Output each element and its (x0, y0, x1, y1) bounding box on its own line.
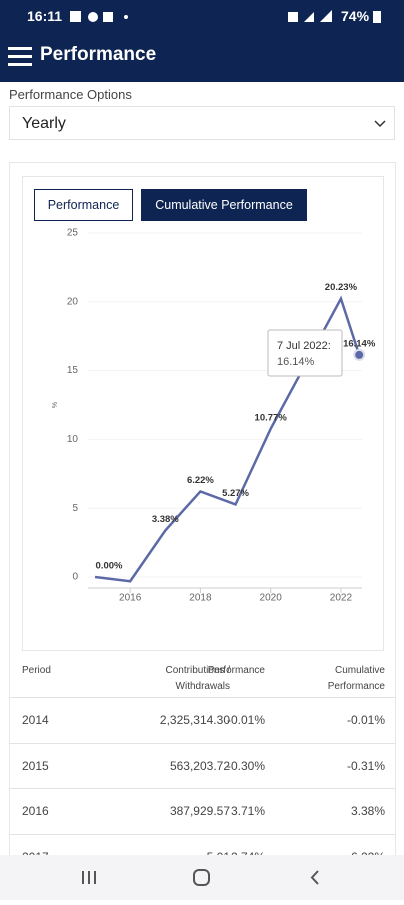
battery-icon (373, 11, 381, 23)
chevron (374, 120, 386, 128)
status-battery: 74% (341, 8, 370, 24)
data-label: 5.27% (222, 488, 249, 499)
page-title: Performance (40, 44, 157, 65)
table-cell: 563,203.72 (169, 758, 230, 773)
table-header: Performance (207, 665, 265, 676)
table-cell: 2016 (22, 804, 49, 818)
tooltip-date: 7 Jul 2022: (277, 340, 331, 352)
home-button[interactable] (193, 869, 210, 886)
y-tick-label: 5 (72, 503, 78, 514)
table-cell: 387,929.57 (169, 804, 230, 818)
row-divider (9, 788, 396, 789)
table-cell: 2015 (22, 758, 49, 773)
table-header: Cumulative Performance (327, 665, 385, 692)
recent-button[interactable] (82, 871, 96, 884)
tooltip-value: 16.14% (277, 356, 315, 368)
select-value: Yearly (22, 115, 66, 132)
table-cell: 2,325,314.30 (159, 713, 230, 727)
data-label: 10.77% (255, 412, 288, 423)
options-label: Performance Options (9, 87, 132, 102)
tab[interactable]: Performance (34, 189, 133, 221)
table-header: Period (22, 665, 51, 676)
data-label: 0.00% (96, 561, 123, 572)
row-divider (9, 742, 396, 744)
x-tick-label: 2018 (189, 593, 212, 604)
y-tick-label: 25 (67, 228, 79, 239)
y-tick-label: 15 (67, 365, 79, 376)
menu-button[interactable] (8, 45, 32, 67)
table-cell: 3.38% (350, 804, 385, 818)
y-axis-label: % (52, 402, 59, 408)
table-cell: 2014 (22, 713, 49, 727)
data-label: 20.23% (325, 282, 358, 293)
y-tick-label: 20 (67, 296, 79, 307)
options-select[interactable]: Yearly (9, 106, 395, 140)
table-header: Contributions / Withdrawals (165, 665, 230, 692)
tooltip: 7 Jul 2022: 16.14% (267, 329, 343, 377)
y-tick-label: 0 (72, 572, 78, 583)
data-label: 3.38% (152, 514, 179, 525)
app-bar: 16:11 74% Performance (0, 0, 404, 82)
tooltip-box (267, 329, 343, 377)
chart-panel (22, 176, 384, 651)
back-button[interactable] (310, 870, 319, 885)
table-cell: -0.31% (346, 758, 385, 773)
status-icons-right (288, 10, 332, 22)
row-divider (9, 833, 396, 835)
y-tick-label: 10 (67, 434, 79, 445)
chart: 0 5 10 15 20 25 2016 2018 2020 2022% 0.00% 3.38% 6.2… (52, 228, 376, 604)
x-tick-label: 2016 (119, 593, 142, 604)
data-label: 6.22% (187, 475, 214, 486)
line (94, 295, 361, 583)
status-time: 16:11 (27, 8, 63, 24)
status-icons (70, 11, 128, 22)
row-divider (9, 697, 396, 698)
x-tick-label: 2020 (260, 593, 283, 604)
hover-point (353, 348, 366, 361)
table-cell: -0.30% (226, 758, 265, 773)
tab-active[interactable]: Cumulative Performance (141, 189, 307, 221)
data-label: 16.14% (343, 338, 376, 349)
table-cell: 3.71% (230, 804, 265, 818)
table-cell: -0.01% (346, 713, 385, 727)
nav-bar (0, 855, 404, 900)
table-cell: -0.01% (226, 713, 265, 727)
nav-icons (82, 869, 319, 886)
x-tick-label: 2022 (330, 593, 353, 604)
